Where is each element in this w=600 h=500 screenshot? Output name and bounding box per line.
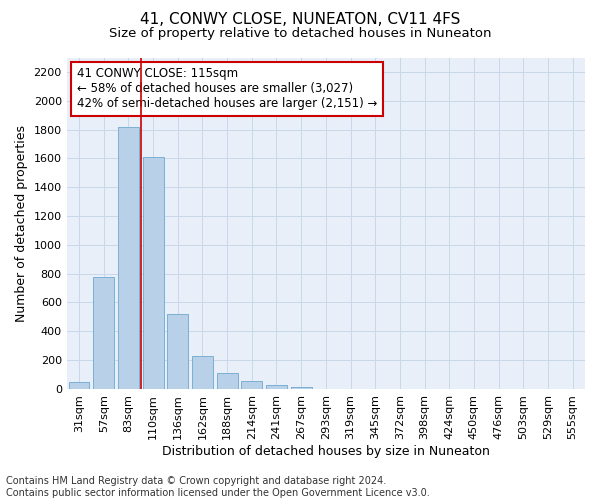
Y-axis label: Number of detached properties: Number of detached properties: [15, 124, 28, 322]
Bar: [192, 356, 213, 389]
X-axis label: Distribution of detached houses by size in Nuneaton: Distribution of detached houses by size …: [162, 444, 490, 458]
Bar: [266, 384, 287, 389]
Bar: [118, 126, 139, 389]
Bar: [167, 314, 188, 389]
Text: Contains HM Land Registry data © Crown copyright and database right 2024.
Contai: Contains HM Land Registry data © Crown c…: [6, 476, 430, 498]
Bar: [93, 276, 114, 389]
Bar: [290, 387, 311, 389]
Bar: [143, 157, 164, 389]
Bar: [217, 373, 238, 389]
Bar: [241, 381, 262, 389]
Bar: [68, 382, 89, 389]
Text: 41, CONWY CLOSE, NUNEATON, CV11 4FS: 41, CONWY CLOSE, NUNEATON, CV11 4FS: [140, 12, 460, 28]
Text: 41 CONWY CLOSE: 115sqm
← 58% of detached houses are smaller (3,027)
42% of semi-: 41 CONWY CLOSE: 115sqm ← 58% of detached…: [77, 68, 377, 110]
Text: Size of property relative to detached houses in Nuneaton: Size of property relative to detached ho…: [109, 28, 491, 40]
